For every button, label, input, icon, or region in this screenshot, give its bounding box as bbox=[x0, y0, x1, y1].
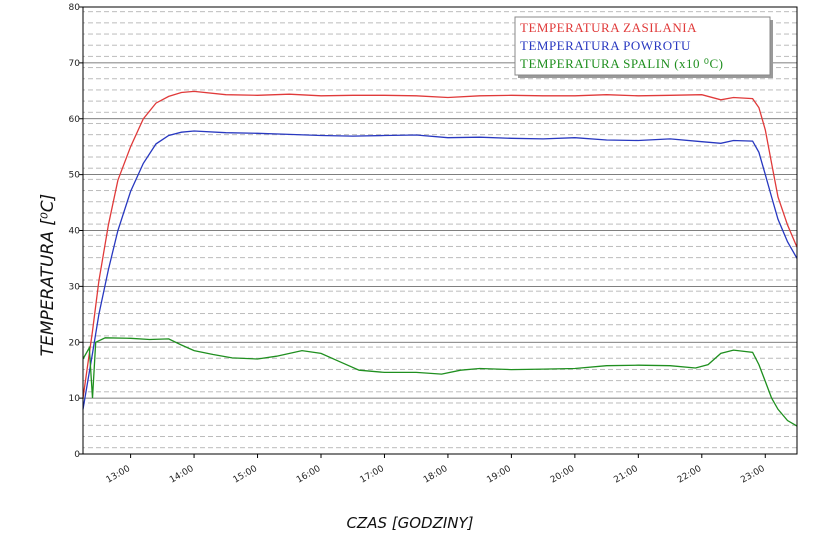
y-tick-label: 50 bbox=[69, 171, 81, 181]
x-tick-label: 22:00 bbox=[676, 464, 704, 486]
y-tick-label: 0 bbox=[74, 450, 80, 460]
x-tick-label: 18:00 bbox=[422, 464, 450, 486]
x-tick-label: 16:00 bbox=[295, 464, 323, 486]
y-tick-label: 80 bbox=[69, 3, 81, 13]
data-line bbox=[82, 130, 798, 410]
x-tick-label: 13:00 bbox=[105, 464, 133, 486]
legend-label: TEMPERATURA ZASILANIA bbox=[520, 20, 697, 35]
legend-box bbox=[514, 16, 771, 76]
x-tick-label: 23:00 bbox=[739, 464, 767, 486]
y-tick-label: 60 bbox=[69, 115, 81, 125]
legend-label: TEMPERATURA POWROTU bbox=[520, 38, 691, 53]
y-tick-label: 20 bbox=[69, 338, 81, 348]
y-tick-label: 10 bbox=[69, 394, 81, 404]
data-line bbox=[82, 337, 798, 427]
x-tick-label: 15:00 bbox=[232, 464, 260, 486]
y-tick-label: 40 bbox=[69, 227, 81, 237]
y-tick-label: 70 bbox=[69, 59, 81, 69]
x-axis-label: CZAS [GODZINY] bbox=[346, 514, 473, 532]
x-tick-label: 19:00 bbox=[485, 464, 513, 486]
data-line bbox=[82, 90, 798, 399]
y-tick-label: 30 bbox=[69, 282, 81, 292]
x-tick-label: 21:00 bbox=[612, 464, 640, 486]
x-tick-label: 17:00 bbox=[359, 464, 387, 486]
y-axis-label: TEMPERATURA [⁰C] bbox=[38, 194, 58, 357]
x-tick-label: 14:00 bbox=[168, 464, 196, 486]
legend-label: TEMPERATURA SPALIN (x10 ⁰C) bbox=[520, 56, 724, 71]
x-tick-label: 20:00 bbox=[549, 464, 577, 486]
